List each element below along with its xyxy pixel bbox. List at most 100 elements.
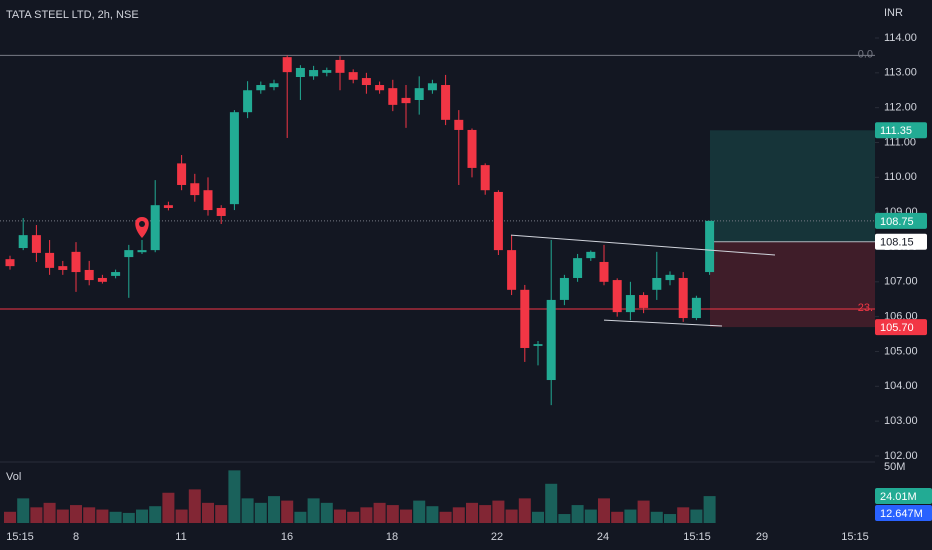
volume-label: Vol (6, 471, 21, 483)
event-marker (135, 217, 149, 239)
candle-body (573, 258, 583, 278)
candle-body (348, 72, 358, 80)
price-tag-label: 108.75 (880, 216, 914, 228)
candle-body (375, 85, 385, 91)
volume-bar (109, 511, 122, 523)
volume-bar (545, 483, 558, 523)
volume-bar (83, 507, 96, 523)
volume-bar (650, 511, 663, 523)
candle-body (559, 277, 569, 300)
volume-bar (703, 496, 716, 523)
candle-body (282, 57, 292, 73)
price-tag-label: 105.70 (880, 322, 914, 334)
candle-body (612, 280, 622, 313)
candle-body (124, 250, 134, 258)
y-tick-label: 103.00 (884, 415, 918, 427)
trendline (510, 234, 776, 256)
volume-bar (624, 509, 637, 523)
candle-body (256, 85, 266, 91)
candle-body (150, 205, 160, 251)
volume-bar (598, 498, 610, 523)
y-tick-label: 111.00 (884, 136, 916, 148)
candle-body (665, 274, 675, 281)
candle-body (441, 85, 451, 120)
candle-body (652, 277, 662, 290)
volume-bar (479, 505, 492, 523)
candle-body (5, 259, 15, 267)
candle-body (137, 250, 147, 253)
volume-bar (611, 511, 624, 523)
volume-bar (677, 507, 690, 523)
volume-bar (334, 509, 346, 523)
volume-bar (637, 500, 650, 523)
x-tick-label: 22 (491, 531, 503, 543)
candle-body (480, 165, 490, 191)
x-tick-label: 15:15 (841, 531, 869, 543)
volume-bar (492, 500, 505, 523)
candle-body (71, 251, 81, 273)
candle-body (454, 119, 464, 130)
volume-bar (294, 511, 307, 523)
y-tick-label: 112.00 (884, 102, 917, 114)
y-tick-label: 104.00 (884, 380, 918, 392)
y-tick-label: 113.00 (884, 67, 917, 79)
candle-body (18, 235, 28, 249)
volume-bar (690, 509, 703, 523)
x-tick-label: 29 (756, 531, 768, 543)
candle-body (58, 266, 68, 270)
volume-bar (584, 509, 597, 523)
candle-body (705, 220, 715, 273)
volume-bar (307, 498, 320, 523)
candle-body (111, 272, 121, 276)
candle-body (203, 190, 213, 211)
candle-body (84, 269, 94, 281)
volume-bar (347, 511, 360, 523)
y-tick-label: 105.00 (884, 345, 918, 357)
volume-bar (426, 506, 439, 523)
volume-tag (875, 505, 932, 521)
volume-bar (466, 502, 478, 523)
volume-tag (875, 488, 932, 504)
target-zone (710, 130, 875, 242)
volume-bar (17, 498, 30, 523)
volume-bar (452, 507, 465, 523)
y-tick-label: 114.00 (884, 32, 917, 44)
event-marker-dot (139, 221, 145, 228)
volume-bar (413, 500, 426, 523)
volume-bar (136, 509, 148, 523)
y-tick-label: 102.00 (884, 450, 918, 462)
price-tag-label: 111.35 (880, 125, 912, 137)
volume-tick-label: 50M (884, 461, 905, 473)
candle-body (45, 252, 55, 268)
volume-bar (558, 514, 571, 523)
candle-body (295, 67, 305, 78)
candle-body (335, 59, 345, 73)
candle-body (31, 235, 41, 253)
candle-body (678, 277, 688, 319)
price-tag-label: 108.15 (880, 237, 914, 249)
candle-body (269, 83, 279, 88)
volume-bar (320, 502, 333, 523)
candle-body (599, 261, 609, 282)
volume-bar (149, 506, 162, 523)
candle-body (163, 205, 173, 208)
candle-body (533, 344, 543, 346)
candle-body (401, 97, 411, 104)
volume-bar (162, 492, 175, 523)
price-tag (875, 233, 927, 250)
volume-bar (228, 470, 241, 523)
candle-body (216, 207, 226, 216)
price-tag (875, 319, 927, 336)
candle-body (177, 163, 187, 185)
candle-body (467, 129, 477, 168)
candle-body (190, 183, 200, 196)
candle-body (493, 191, 503, 251)
candle-body (97, 277, 107, 282)
stop-zone (710, 241, 875, 328)
volume-bar (96, 509, 109, 523)
volume-bar (532, 511, 544, 523)
candle-body (388, 88, 398, 105)
candle-body (427, 83, 437, 91)
x-tick-label: 24 (597, 531, 609, 543)
volume-bar (439, 511, 452, 523)
